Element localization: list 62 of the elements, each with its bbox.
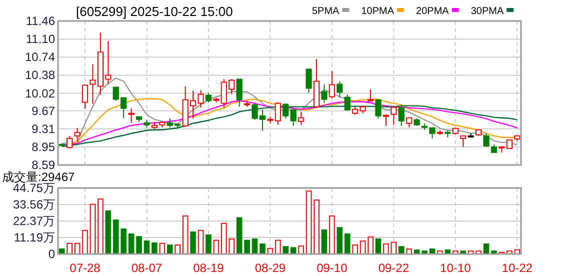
- y-tick-label: 11.46: [26, 14, 56, 28]
- x-tick-label: 10-22: [502, 261, 533, 275]
- y-tick-label: 9.31: [32, 122, 56, 136]
- bar: [360, 240, 366, 254]
- bar: [329, 215, 335, 254]
- y-tick-label: 8.95: [32, 140, 56, 154]
- bar: [90, 204, 96, 254]
- bar: [144, 240, 150, 254]
- y-tick-label: 33.56万: [12, 198, 55, 212]
- x-tick-label: 08-19: [193, 261, 224, 275]
- legend-label: 30PMA: [470, 6, 504, 17]
- legend-label: 10PMA: [361, 6, 394, 17]
- x-tick-label: 08-29: [254, 261, 286, 275]
- bar: [66, 242, 72, 254]
- bar: [290, 247, 296, 254]
- bar: [282, 246, 289, 254]
- y-tick-label: 10.38: [24, 68, 56, 82]
- y-tick-label: 11.10: [26, 32, 56, 46]
- bar: [368, 236, 374, 254]
- bar: [306, 190, 312, 254]
- bar: [298, 246, 304, 254]
- x-tick-label: 07-28: [70, 261, 101, 275]
- bar: [167, 244, 173, 254]
- bar: [321, 229, 328, 254]
- bar: [344, 233, 350, 254]
- y-tick-label: 0: [48, 247, 56, 261]
- y-tick-label: 8.59: [32, 158, 56, 172]
- bar: [82, 230, 88, 254]
- y-tick-label: 10.02: [24, 86, 56, 100]
- bar: [136, 236, 142, 254]
- bar: [252, 238, 258, 254]
- bar: [182, 215, 188, 254]
- bar: [174, 244, 180, 254]
- bar: [336, 227, 343, 254]
- bar: [98, 198, 104, 254]
- bar: [275, 240, 281, 254]
- bar: [206, 234, 212, 254]
- y-tick-label: 11.19万: [14, 230, 55, 244]
- legend-label: 5PMA: [312, 6, 340, 17]
- bar: [190, 232, 196, 254]
- bar: [128, 233, 134, 254]
- bar: [198, 230, 204, 254]
- bar: [236, 217, 242, 254]
- bar: [375, 238, 382, 254]
- bar: [314, 200, 320, 254]
- y-tick-label: 22.37万: [12, 214, 55, 228]
- x-tick-label: 08-07: [131, 261, 162, 275]
- legend-label: 20PMA: [416, 6, 450, 17]
- y-tick-label: 10.74: [24, 50, 56, 64]
- bar: [244, 240, 250, 254]
- x-tick-label: 09-22: [378, 261, 410, 275]
- bar: [260, 243, 266, 254]
- bar: [152, 242, 158, 254]
- bar: [398, 246, 404, 254]
- text: 成交量:29467: [2, 170, 76, 184]
- bar: [105, 210, 112, 254]
- bar: [383, 243, 389, 254]
- x-tick-label: 09-10: [316, 261, 348, 275]
- chart-title: [605299] 2025-10-22 15:00: [76, 4, 233, 19]
- x-tick-label: 10-10: [440, 261, 472, 275]
- bar: [352, 244, 358, 254]
- y-tick-label: 9.67: [32, 104, 56, 118]
